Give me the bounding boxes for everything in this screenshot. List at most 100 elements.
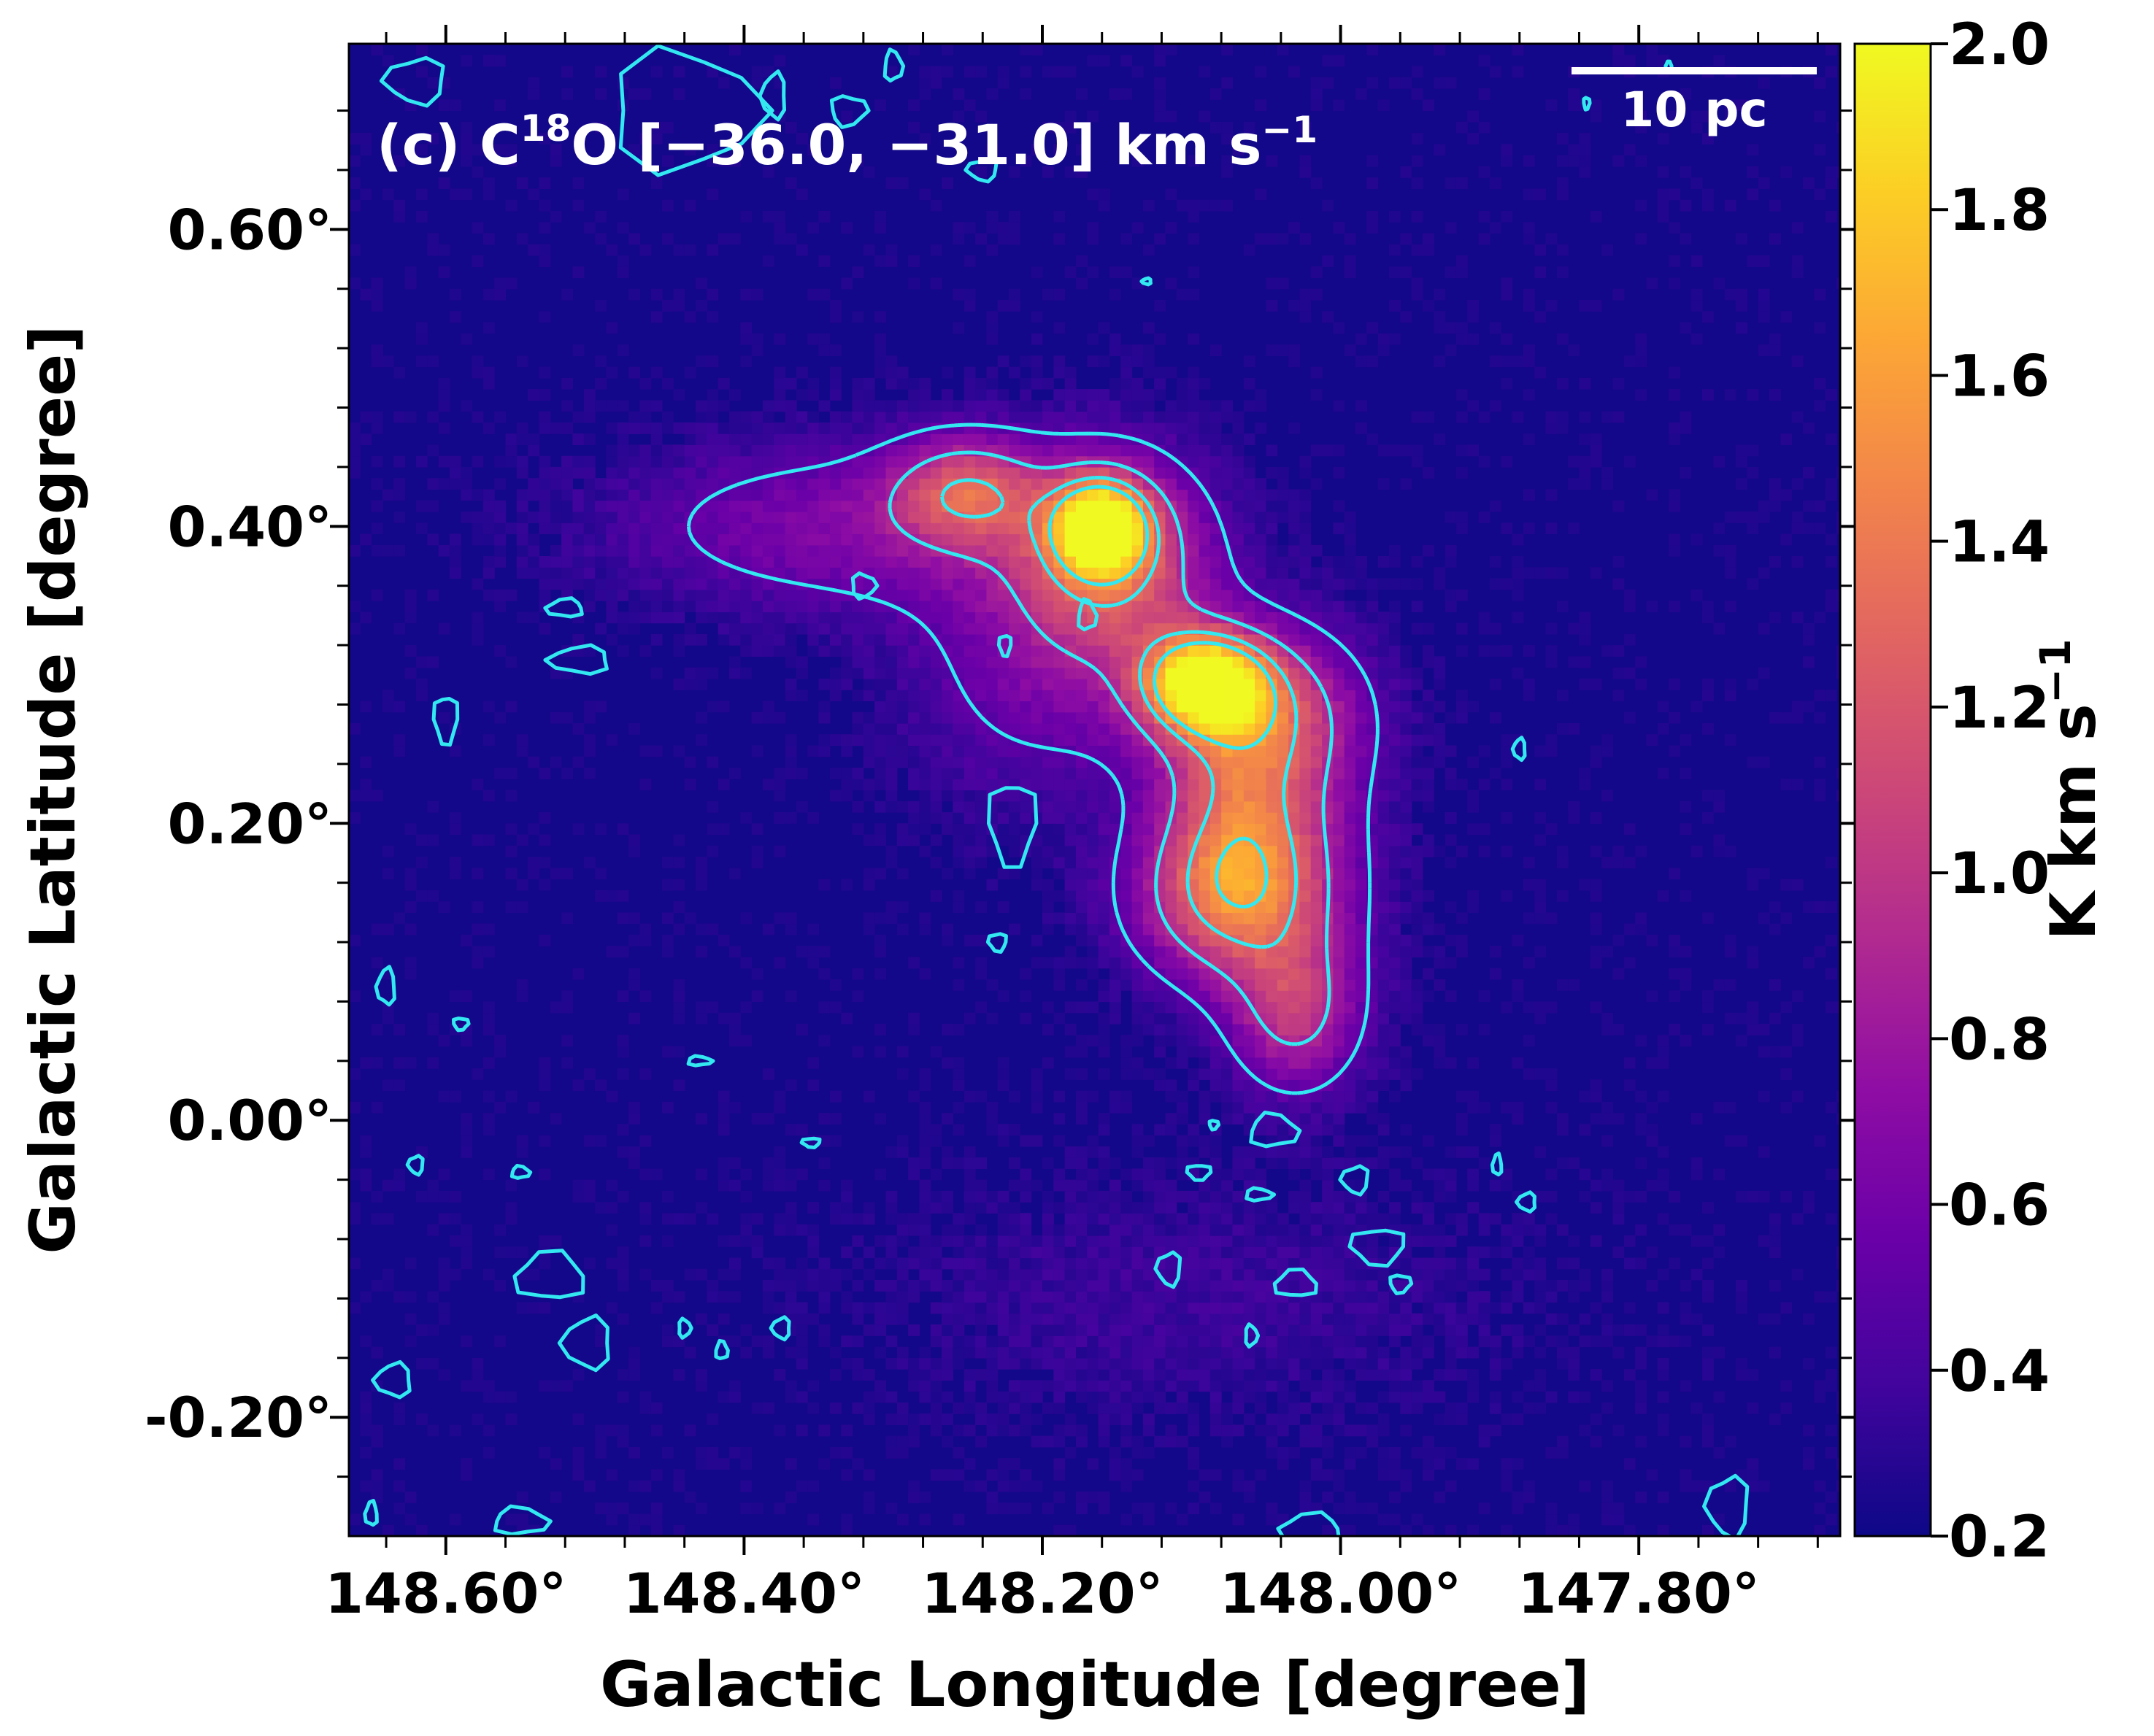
heatmap-cell: [718, 1291, 730, 1303]
heatmap-cell: [785, 533, 797, 546]
heatmap-cell: [1154, 1291, 1166, 1303]
heatmap-cell: [841, 745, 853, 757]
heatmap-cell: [852, 734, 864, 747]
heatmap-cell: [829, 1001, 842, 1014]
heatmap-cell: [986, 1246, 999, 1259]
heatmap-cell: [606, 890, 618, 902]
heatmap-cell: [1042, 1357, 1054, 1370]
heatmap-cell: [539, 44, 551, 45]
heatmap-cell: [774, 622, 786, 635]
heatmap-cell: [583, 645, 596, 657]
heatmap-cell: [942, 578, 953, 590]
heatmap-cell: [1288, 222, 1300, 234]
heatmap-cell: [829, 567, 842, 579]
heatmap-cell: [963, 288, 976, 301]
heatmap-cell: [1009, 522, 1020, 535]
heatmap-cell: [360, 188, 372, 201]
heatmap-cell: [1131, 66, 1144, 78]
heatmap-cell: [896, 422, 909, 434]
heatmap-cell: [583, 433, 596, 445]
heatmap-cell: [1232, 1090, 1245, 1103]
heatmap-cell: [975, 857, 987, 868]
heatmap-cell: [1076, 1502, 1088, 1515]
heatmap-cell: [1042, 756, 1054, 768]
heatmap-cell: [1266, 1357, 1278, 1370]
heatmap-cell: [482, 734, 495, 747]
heatmap-cell: [494, 601, 507, 612]
heatmap-cell: [539, 1446, 551, 1459]
heatmap-cell: [628, 1480, 640, 1492]
heatmap-cell: [796, 556, 808, 568]
heatmap-cell: [650, 633, 663, 646]
heatmap-cell: [1154, 1157, 1166, 1169]
heatmap-cell: [1031, 690, 1043, 701]
heatmap-cell: [349, 1513, 361, 1526]
heatmap-cell: [1165, 1190, 1177, 1203]
heatmap-cell: [863, 656, 875, 668]
heatmap-cell: [1299, 1202, 1312, 1214]
heatmap-cell: [1098, 1357, 1110, 1370]
heatmap-cell: [774, 633, 786, 646]
heatmap-cell: [1188, 1012, 1200, 1025]
heatmap-cell: [1131, 845, 1144, 857]
heatmap-cell: [606, 633, 618, 646]
heatmap-cell: [774, 512, 786, 523]
heatmap-cell: [1120, 845, 1133, 857]
heatmap-cell: [1031, 1291, 1043, 1303]
heatmap-cell: [404, 277, 417, 290]
heatmap-cell: [1154, 1224, 1166, 1236]
heatmap-cell: [785, 1168, 797, 1181]
heatmap-cell: [1221, 1079, 1234, 1092]
heatmap-cell: [360, 1402, 372, 1414]
heatmap-cell: [1188, 1458, 1200, 1470]
heatmap-cell: [1188, 233, 1200, 245]
heatmap-cell: [930, 622, 942, 635]
heatmap-cell: [1131, 1435, 1144, 1448]
heatmap-cell: [583, 578, 596, 590]
heatmap-cell: [1199, 612, 1211, 624]
heatmap-cell: [908, 1492, 920, 1503]
heatmap-cell: [1131, 389, 1144, 401]
heatmap-cell: [1288, 1101, 1300, 1114]
heatmap-cell: [1031, 612, 1043, 624]
heatmap-cell: [482, 1090, 495, 1103]
heatmap-cell: [707, 923, 719, 935]
heatmap-cell: [393, 701, 406, 713]
heatmap-cell: [673, 88, 685, 100]
heatmap-cell: [807, 512, 820, 523]
heatmap-cell: [1031, 411, 1043, 423]
heatmap-cell: [896, 489, 909, 501]
heatmap-cell: [1209, 444, 1222, 457]
heatmap-cell: [1053, 756, 1066, 768]
heatmap-cell: [1176, 812, 1188, 824]
heatmap-cell: [606, 1257, 618, 1270]
heatmap-cell: [796, 422, 808, 434]
heatmap-cell: [975, 701, 987, 713]
heatmap-cell: [919, 711, 931, 724]
heatmap-cell: [1142, 1213, 1155, 1225]
heatmap-cell: [997, 355, 1009, 368]
heatmap-cell: [1209, 912, 1222, 925]
heatmap-cell: [1232, 979, 1245, 991]
heatmap-cell: [774, 1179, 786, 1192]
heatmap-cell: [1299, 990, 1312, 1003]
heatmap-cell: [1199, 678, 1211, 690]
heatmap-cell: [963, 466, 976, 479]
heatmap-cell: [1243, 1012, 1255, 1025]
heatmap-cell: [1277, 701, 1289, 713]
heatmap-cell: [1165, 589, 1177, 601]
heatmap-cell: [997, 1224, 1009, 1236]
heatmap-cell: [863, 1324, 875, 1336]
heatmap-cell: [1098, 1502, 1110, 1515]
heatmap-cell: [696, 734, 707, 747]
heatmap-cell: [1087, 1313, 1099, 1325]
heatmap-cell: [1288, 1346, 1300, 1359]
heatmap-cell: [774, 533, 786, 546]
heatmap-cell: [628, 722, 640, 735]
heatmap-cell: [863, 879, 875, 891]
heatmap-cell: [1009, 1280, 1020, 1292]
heatmap-cell: [1120, 1257, 1133, 1270]
heatmap-cell: [1232, 779, 1245, 791]
heatmap-cell: [1277, 1335, 1289, 1348]
heatmap-cell: [829, 433, 842, 445]
